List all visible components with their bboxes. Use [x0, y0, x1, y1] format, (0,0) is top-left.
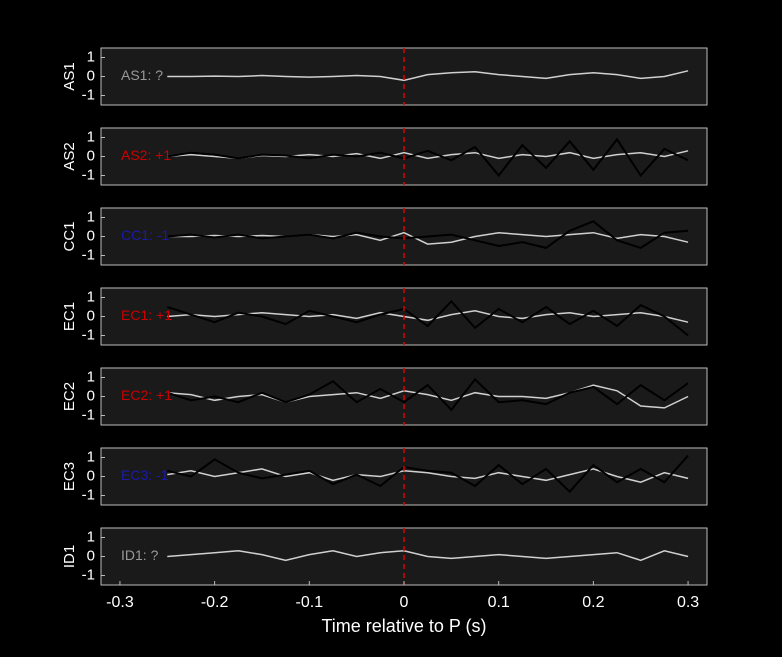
x-tick-label: 0	[400, 594, 409, 611]
y-tick-label: -1	[82, 566, 95, 583]
y-tick-label: 1	[87, 128, 95, 145]
trace-label: AS1: ?	[121, 67, 163, 83]
y-tick-label: 1	[87, 48, 95, 65]
y-tick-label: -1	[82, 326, 95, 343]
trace	[166, 299, 689, 337]
trace	[167, 231, 689, 245]
y-tick-label: 1	[87, 208, 95, 225]
trace-label: EC1: +1	[121, 307, 172, 323]
y-tick-label: -1	[82, 406, 95, 423]
trace-label: AS2: +1	[121, 147, 171, 163]
y-axis-label: CC1	[61, 221, 78, 251]
x-axis-label: Time relative to P (s)	[321, 616, 486, 636]
y-axis-label: ID1	[61, 545, 78, 568]
trace	[167, 550, 689, 562]
trace	[167, 454, 689, 494]
trace	[167, 220, 689, 249]
y-axis-label: AS2	[61, 142, 78, 170]
trace-label: EC3: -1	[121, 467, 169, 483]
x-tick-label: -0.2	[201, 594, 229, 611]
y-axis-label: EC2	[61, 382, 78, 411]
y-axis-label: EC3	[61, 462, 78, 491]
y-tick-label: 1	[87, 288, 95, 305]
y-tick-label: -1	[82, 486, 95, 503]
y-tick-label: -1	[82, 86, 95, 103]
y-tick-label: 0	[87, 547, 95, 564]
y-tick-label: 0	[87, 227, 95, 244]
trace	[167, 137, 689, 178]
trace-label: ID1: ?	[121, 547, 159, 563]
y-tick-label: 0	[87, 307, 95, 324]
y-tick-label: 1	[87, 528, 95, 545]
y-tick-label: 1	[87, 368, 95, 385]
y-tick-label: 0	[87, 147, 95, 164]
trace-label: EC2: +1	[121, 387, 172, 403]
x-tick-label: 0.1	[488, 594, 510, 611]
y-axis-label: AS1	[61, 62, 78, 90]
trace-label: CC1: -1	[121, 227, 169, 243]
x-tick-label: -0.3	[106, 594, 134, 611]
y-tick-label: 0	[87, 67, 95, 84]
x-tick-label: -0.1	[296, 594, 324, 611]
y-axis-label: EC1	[61, 302, 78, 331]
trace	[166, 377, 689, 412]
x-tick-label: 0.3	[677, 594, 699, 611]
y-tick-label: 0	[87, 467, 95, 484]
x-tick-label: 0.2	[582, 594, 604, 611]
trace	[167, 70, 689, 82]
y-tick-label: 0	[87, 387, 95, 404]
y-tick-label: -1	[82, 246, 95, 263]
y-tick-label: -1	[82, 166, 95, 183]
y-tick-label: 1	[87, 448, 95, 465]
